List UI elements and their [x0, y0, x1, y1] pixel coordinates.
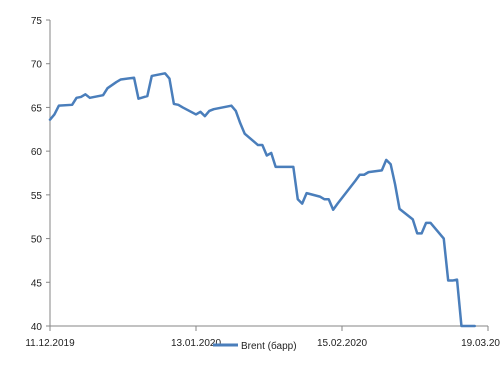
y-tick-label: 60 — [31, 147, 43, 158]
y-tick-label: 55 — [31, 191, 43, 202]
y-tick-label: 45 — [31, 278, 43, 289]
series — [48, 72, 476, 328]
legend: Brent (барр) — [213, 340, 297, 352]
series-line-brent — [48, 72, 476, 328]
y-tick-label: 65 — [31, 103, 43, 114]
x-tick-label: 15.02.2020 — [317, 338, 367, 349]
x-tick-label: 11.12.2019 — [25, 338, 75, 349]
y-tick-label: 40 — [31, 322, 43, 333]
axes — [49, 20, 488, 327]
x-tick-label: 19.03.20 — [461, 338, 500, 349]
y-tick-label: 70 — [31, 60, 43, 71]
x-axis-ticks: 11.12.2019 13.01.2020 15.02.2020 19.03.20 — [25, 326, 500, 349]
y-axis-ticks: 40 45 50 55 60 65 70 75 — [31, 16, 50, 333]
x-tick-label: 13.01.2020 — [171, 338, 221, 349]
y-tick-label: 50 — [31, 235, 43, 246]
legend-label: Brent (барр) — [241, 340, 297, 352]
y-tick-label: 75 — [31, 16, 43, 27]
